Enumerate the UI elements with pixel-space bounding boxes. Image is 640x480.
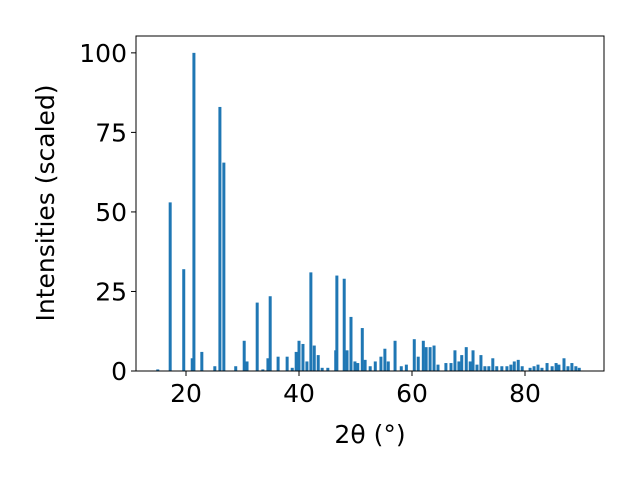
bar bbox=[261, 369, 265, 371]
bar bbox=[156, 369, 160, 371]
bar bbox=[222, 162, 226, 371]
bar bbox=[386, 361, 390, 371]
y-tick-label: 75 bbox=[95, 118, 127, 147]
bar bbox=[290, 367, 294, 371]
bar bbox=[245, 361, 249, 371]
bar bbox=[416, 356, 420, 371]
bar bbox=[444, 363, 448, 371]
bar bbox=[360, 328, 364, 371]
bar bbox=[297, 340, 301, 371]
bar bbox=[309, 272, 313, 371]
bar bbox=[520, 366, 524, 371]
bar bbox=[421, 340, 425, 371]
bar bbox=[557, 364, 561, 371]
bar bbox=[528, 367, 532, 371]
bar bbox=[574, 366, 578, 371]
bar bbox=[460, 355, 464, 371]
bar bbox=[436, 364, 440, 371]
bar bbox=[349, 316, 353, 371]
bar bbox=[255, 302, 259, 371]
bar bbox=[412, 339, 416, 371]
bar bbox=[540, 367, 544, 371]
bar bbox=[379, 356, 383, 371]
x-tick-label: 80 bbox=[509, 379, 541, 408]
y-axis-label: Intensities (scaled) bbox=[31, 84, 60, 321]
bar bbox=[305, 361, 309, 371]
bar bbox=[192, 52, 196, 371]
y-tick-label: 0 bbox=[111, 357, 127, 386]
bar bbox=[335, 275, 339, 371]
bar bbox=[432, 345, 436, 371]
bar bbox=[536, 364, 540, 371]
bar bbox=[545, 363, 549, 371]
bar bbox=[577, 367, 581, 371]
bar bbox=[320, 367, 324, 371]
bar bbox=[464, 347, 468, 371]
bar bbox=[570, 363, 574, 371]
x-axis-label: 2θ (°) bbox=[334, 420, 405, 449]
bar bbox=[475, 364, 479, 371]
bar bbox=[495, 366, 499, 371]
bar bbox=[383, 348, 387, 371]
bar bbox=[554, 363, 558, 371]
bar bbox=[276, 356, 280, 371]
bar bbox=[345, 350, 349, 371]
bar bbox=[471, 350, 475, 371]
bar bbox=[218, 106, 222, 371]
bar bbox=[312, 345, 316, 371]
bar bbox=[168, 202, 172, 371]
bar bbox=[393, 340, 397, 371]
bar bbox=[368, 366, 372, 371]
bar bbox=[356, 363, 360, 371]
x-tick-label: 60 bbox=[396, 379, 428, 408]
bar bbox=[449, 363, 453, 371]
x-tick-label: 20 bbox=[170, 379, 202, 408]
bar bbox=[424, 347, 428, 371]
y-tick-label: 25 bbox=[95, 277, 127, 306]
bar bbox=[182, 269, 186, 371]
bar bbox=[242, 340, 246, 371]
bar bbox=[479, 355, 483, 371]
bar bbox=[404, 364, 408, 371]
bar bbox=[234, 366, 238, 371]
y-tick-label: 100 bbox=[79, 39, 127, 68]
bar bbox=[363, 359, 367, 371]
bar bbox=[483, 366, 487, 371]
bar bbox=[562, 358, 566, 371]
bar bbox=[285, 356, 289, 371]
bar bbox=[342, 278, 346, 371]
x-tick-label: 40 bbox=[283, 379, 315, 408]
bar bbox=[268, 296, 272, 371]
bar bbox=[316, 355, 320, 371]
y-tick-label: 50 bbox=[95, 198, 127, 227]
bar bbox=[301, 343, 305, 371]
bar bbox=[190, 358, 194, 371]
bar bbox=[512, 361, 516, 371]
bar bbox=[505, 366, 509, 371]
bar bbox=[326, 367, 330, 371]
bar bbox=[213, 366, 217, 371]
bar bbox=[500, 366, 504, 371]
bar bbox=[428, 347, 432, 371]
bar bbox=[453, 350, 457, 371]
plot-frame bbox=[135, 35, 605, 372]
bar bbox=[200, 351, 204, 371]
bar bbox=[353, 361, 357, 371]
bar bbox=[532, 366, 536, 371]
bar bbox=[457, 361, 461, 371]
bar bbox=[468, 361, 472, 371]
bar bbox=[566, 366, 570, 371]
bar bbox=[266, 358, 270, 371]
bar bbox=[487, 366, 491, 371]
bar bbox=[373, 361, 377, 371]
bar bbox=[516, 359, 520, 371]
bar bbox=[399, 366, 403, 371]
bar bbox=[509, 364, 513, 371]
bar bbox=[294, 351, 298, 371]
bar bbox=[550, 366, 554, 371]
bar bbox=[491, 358, 495, 371]
